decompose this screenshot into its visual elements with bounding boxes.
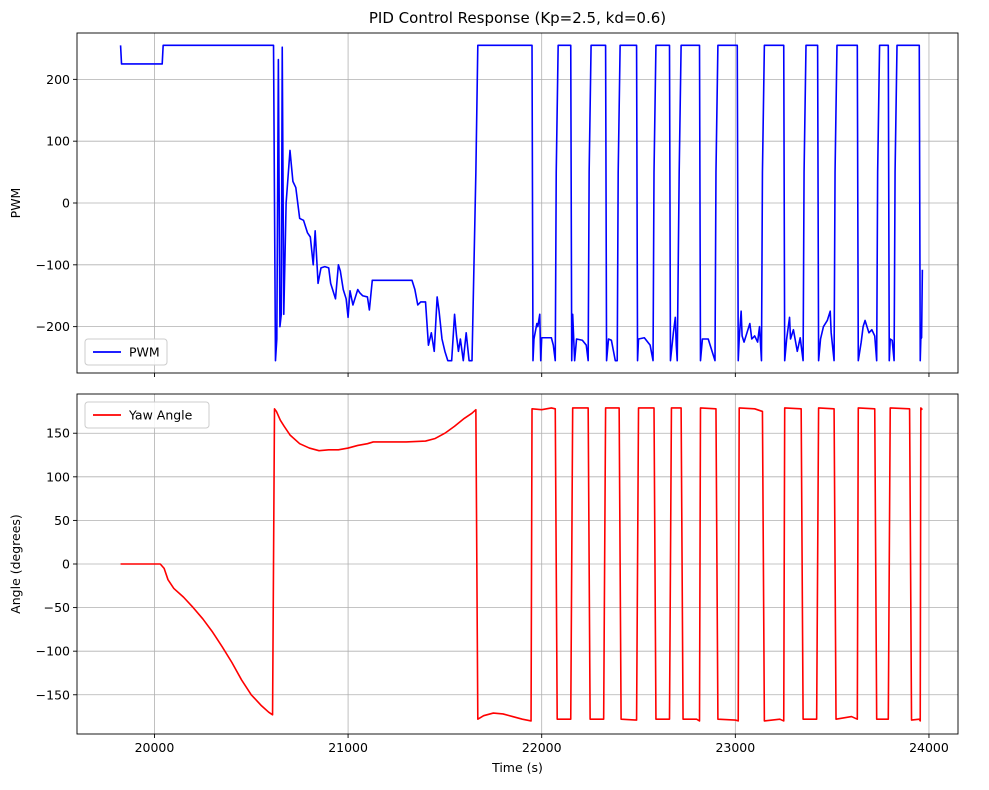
x-axis-label: Time (s) (491, 760, 543, 775)
yaw-angle-legend: Yaw Angle (84, 401, 210, 429)
yaw-angle-y-tick-label: −100 (36, 644, 70, 659)
yaw-angle-subplot: 20000 21000 22000 23000 24000 −150 −100 −50 0 50 1… (8, 393, 959, 775)
x-tick-label: 21000 (328, 740, 368, 755)
pwm-y-tick-label: 0 (62, 196, 70, 211)
pwm-legend-label: PWM (129, 345, 160, 360)
pwm-y-tick-label: 100 (46, 134, 70, 149)
x-tick-label: 23000 (715, 740, 755, 755)
pwm-series-line (119, 44, 924, 362)
x-tick-label: 24000 (909, 740, 949, 755)
pwm-legend-box (84, 338, 168, 366)
pwm-y-tick-label: −100 (36, 257, 70, 272)
yaw-angle-y-axis-label: Angle (degrees) (8, 514, 23, 614)
yaw-angle-y-tick-label: 100 (46, 469, 70, 484)
yaw-angle-series-line (120, 407, 923, 722)
yaw-angle-y-tick-label: 0 (62, 557, 70, 572)
pwm-y-axis-label: PWM (8, 188, 23, 219)
pwm-y-tick-label: −200 (36, 319, 70, 334)
pwm-y-tick-label: 200 (46, 72, 70, 87)
chart-title: PID Control Response (Kp=2.5, kd=0.6) (369, 9, 666, 27)
yaw-angle-y-tick-label: −150 (36, 687, 70, 702)
yaw-angle-legend-box (84, 401, 210, 429)
yaw-angle-y-tick-label: 150 (46, 426, 70, 441)
x-tick-label: 20000 (135, 740, 175, 755)
yaw-angle-y-tick-label: −50 (44, 600, 70, 615)
yaw-angle-legend-label: Yaw Angle (128, 408, 193, 423)
pwm-subplot: −200 −100 0 100 200 PID Control Response (Kp=… (8, 9, 959, 377)
yaw-angle-y-tick-label: 50 (54, 513, 70, 528)
x-tick-label: 22000 (522, 740, 562, 755)
pwm-legend: PWM (84, 338, 168, 366)
